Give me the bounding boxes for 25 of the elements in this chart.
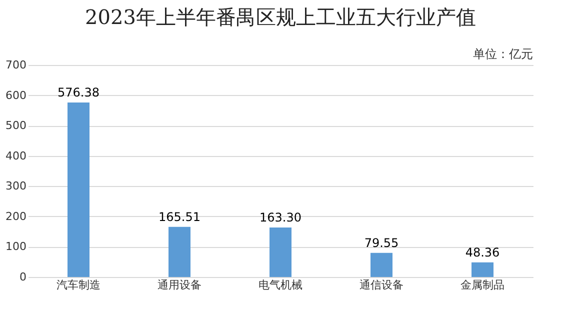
data-label: 165.51: [158, 210, 200, 224]
bar: [68, 102, 90, 277]
y-tick-label: 500: [6, 119, 26, 132]
x-tick-label: 通用设备: [158, 278, 202, 292]
x-tick-label: 汽车制造: [56, 278, 100, 292]
x-tick-label: 通信设备: [360, 278, 404, 292]
y-tick-label: 200: [6, 210, 26, 223]
data-label: 576.38: [58, 85, 100, 100]
y-tick-label: 100: [6, 240, 26, 254]
x-tick-label: 电气机械: [258, 278, 302, 292]
bar: [270, 228, 292, 277]
data-label: 48.36: [465, 245, 500, 260]
chart-title: 2023年上半年番禺区规上工业五大行业产值: [85, 5, 476, 29]
bar: [370, 252, 392, 277]
y-tick-label: 400: [6, 149, 26, 162]
y-tick-label: 600: [6, 88, 26, 102]
y-tick-label: 0: [20, 270, 26, 284]
data-label: 163.30: [260, 210, 302, 225]
y-tick-label: 300: [6, 180, 26, 193]
data-label: 79.55: [364, 236, 399, 250]
text: 单位：亿元: [473, 47, 533, 61]
x-tick-label: 金属制品: [460, 278, 504, 292]
bar: [168, 226, 190, 277]
y-tick-label: 700: [6, 58, 26, 72]
bar: [472, 262, 494, 277]
